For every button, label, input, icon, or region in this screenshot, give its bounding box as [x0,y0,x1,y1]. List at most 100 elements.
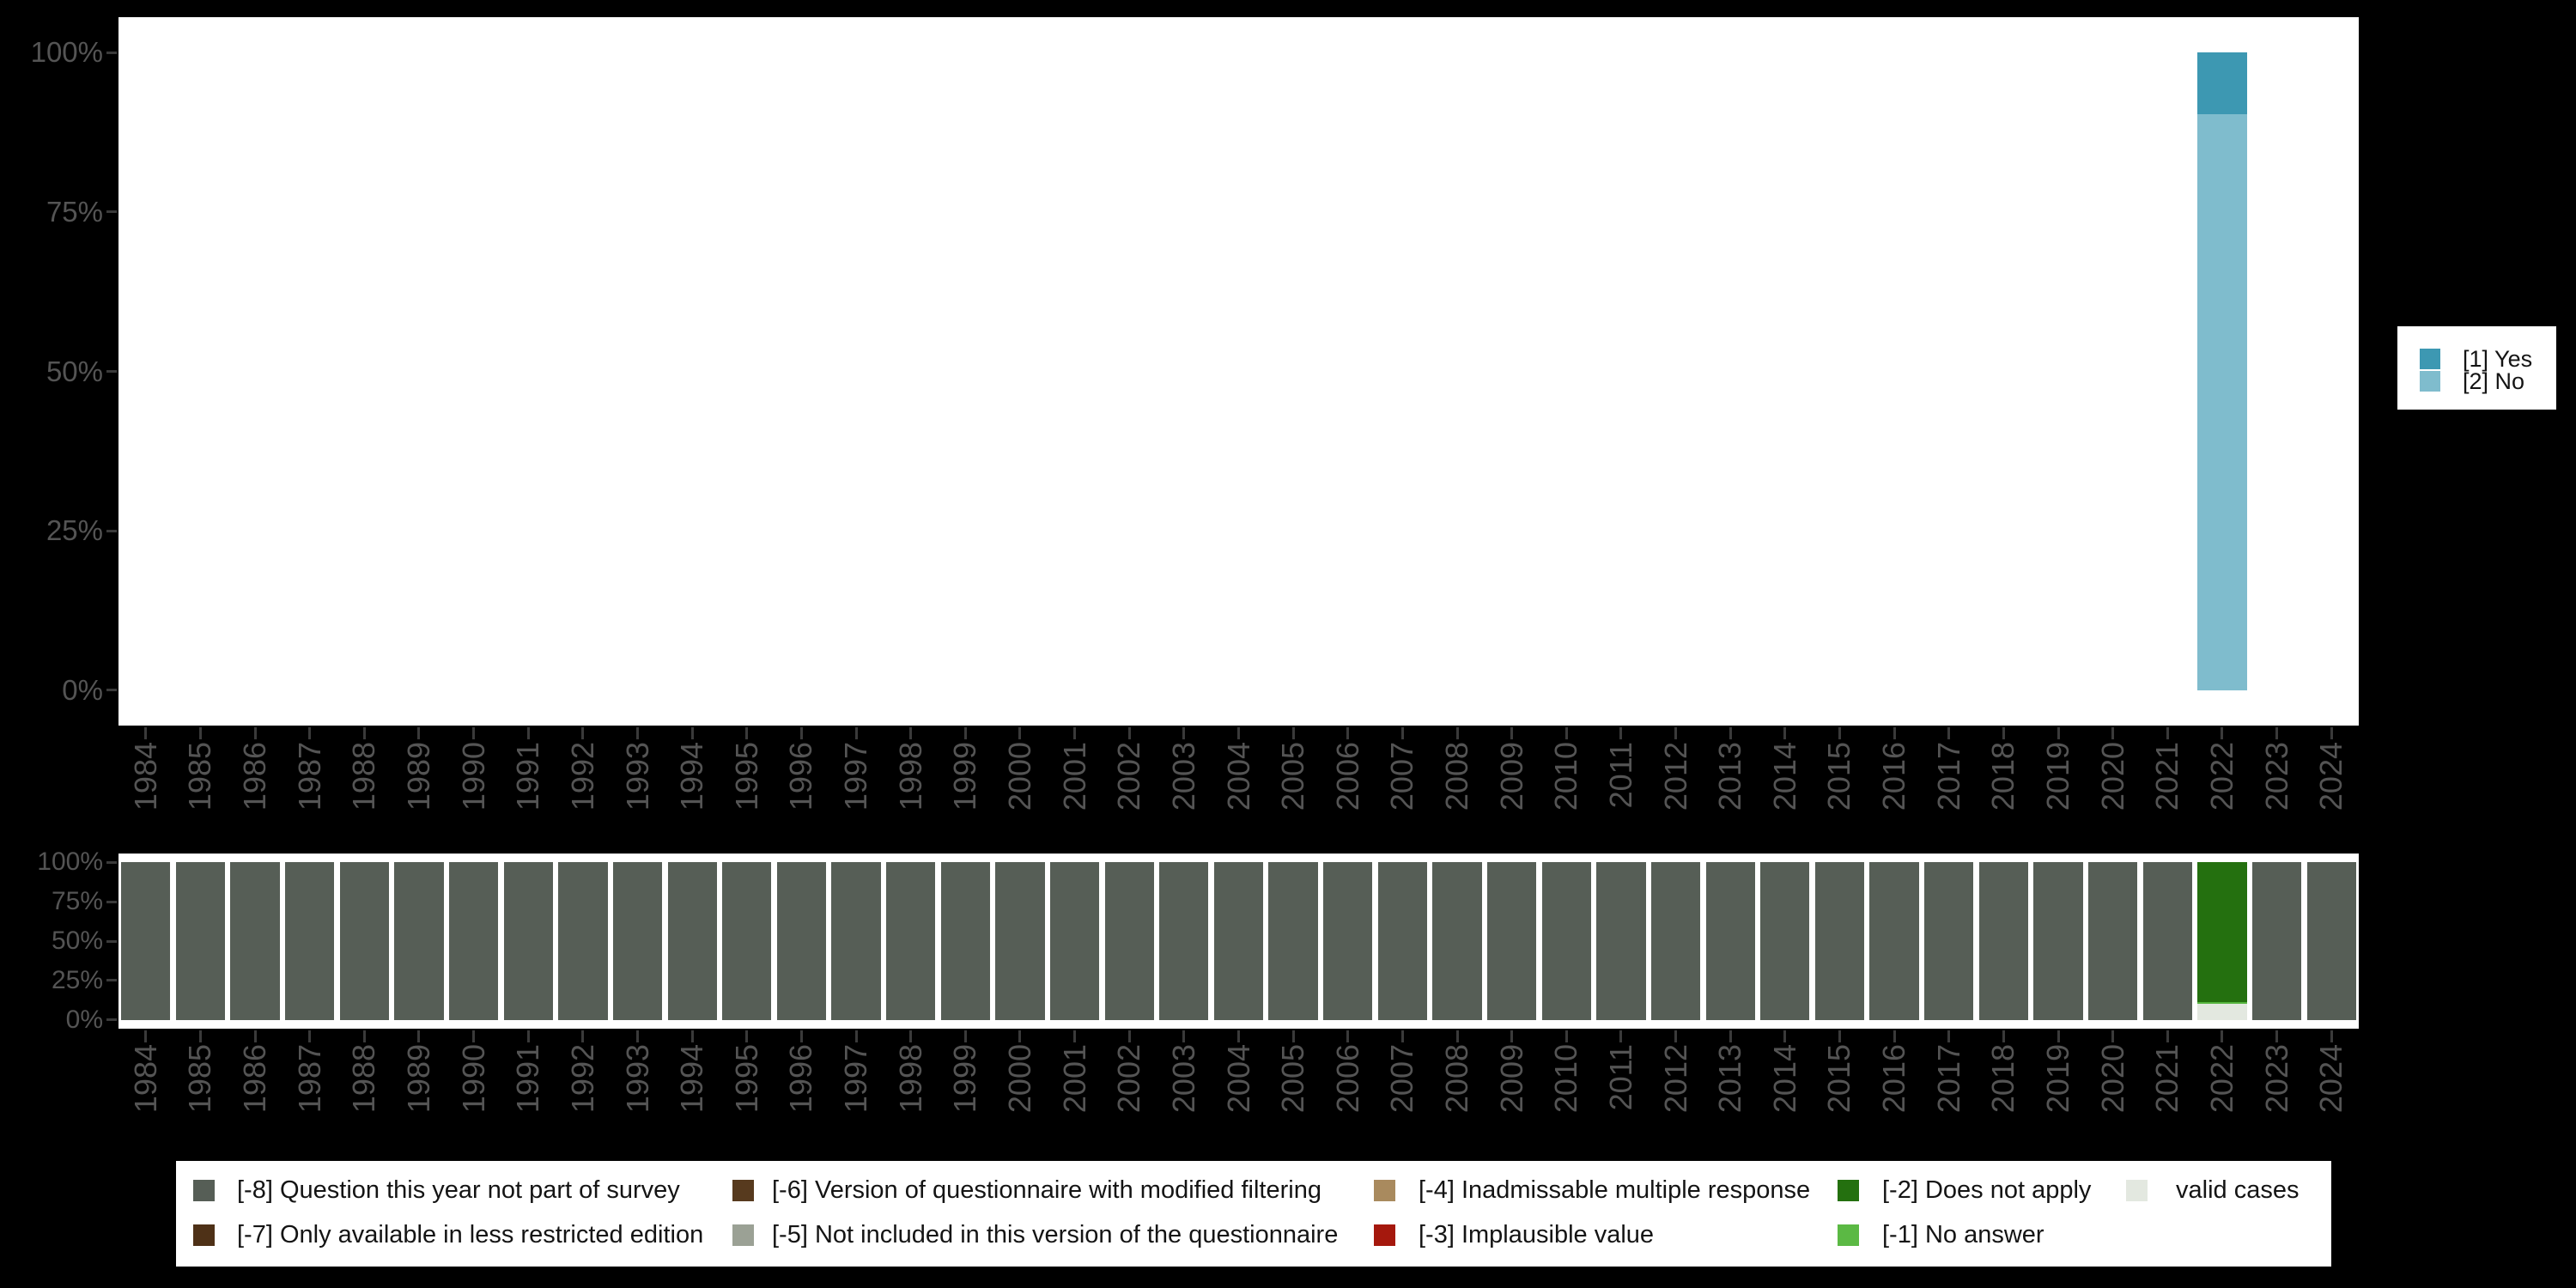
x-axis-tick [1783,727,1787,739]
bar-1995 [722,862,772,1020]
x-axis-tick [1510,727,1514,739]
x-axis-tick [253,727,257,739]
legend-swatch [1838,1224,1859,1246]
x-axis-label: 1987 [291,1044,327,1114]
x-axis-label: 2014 [1766,742,1802,811]
x-axis-label: 2002 [1111,742,1147,811]
y-axis-tick [106,1018,117,1022]
x-axis-label: 2008 [1439,742,1475,811]
legend-swatch [2126,1179,2148,1201]
y-axis-tick [106,51,117,54]
x-axis-tick [690,1030,694,1042]
x-axis-tick [2275,727,2279,739]
x-axis-tick [144,1030,148,1042]
bar-2021 [2142,862,2192,1020]
x-axis-tick [308,1030,312,1042]
x-axis-label: 2009 [1493,1044,1529,1114]
x-axis-label: 2024 [2313,1044,2349,1114]
x-axis-label: 2012 [1657,1044,1693,1114]
x-axis-tick [854,1030,858,1042]
x-axis-label: 2015 [1821,1044,1857,1114]
x-axis-tick [963,727,967,739]
x-axis-label: 1984 [127,742,163,811]
bar-1990 [448,862,499,1020]
x-axis-label: 1998 [892,742,928,811]
x-axis-tick [745,727,749,739]
legend-swatch [732,1224,754,1246]
x-axis-label: 2017 [1930,1044,1966,1114]
bar-segment [1869,862,1919,1020]
bar-segment [1377,862,1428,1020]
bar-1991 [503,862,553,1020]
bar-segment [831,862,881,1020]
bar-2007 [1377,862,1428,1020]
x-axis-tick [472,1030,476,1042]
legend-label: [-4] Inadmissable multiple response [1419,1176,1811,1204]
y-axis-label: 50% [51,927,103,955]
x-axis-tick [1346,1030,1350,1042]
legend-label: [1] Yes [2463,346,2533,372]
bar-1996 [776,862,827,1020]
x-axis-tick [1073,1030,1077,1042]
x-axis-label: 2015 [1821,742,1857,811]
bar-segment [1760,862,1810,1020]
x-axis-tick [417,727,421,739]
x-axis-label: 2000 [1001,1044,1037,1114]
bar-2017 [1924,862,1974,1020]
bar-1993 [612,862,663,1020]
x-axis-tick [1728,727,1732,739]
bar-segment [1213,862,1264,1020]
bar-segment [1049,862,1100,1020]
bar-segment [1159,862,1209,1020]
x-axis-tick [581,727,585,739]
legend-label: [-6] Version of questionnaire with modif… [772,1176,1321,1204]
bar-segment [722,862,772,1020]
x-axis-tick [1127,1030,1131,1042]
x-axis-tick [362,1030,366,1042]
x-axis-label: 2010 [1548,742,1584,811]
bar-segment [2197,52,2247,114]
legend-swatch [193,1179,215,1201]
x-axis-tick [198,1030,202,1042]
x-axis-tick [2166,1030,2169,1042]
x-axis-label: 2001 [1056,742,1092,811]
x-axis-label: 1991 [510,742,546,811]
bar-segment [2197,1004,2247,1020]
bar-1985 [175,862,226,1020]
x-axis-tick [1783,1030,1787,1042]
x-axis-tick [1291,727,1295,739]
x-axis-tick [2002,727,2005,739]
y-axis-label: 100% [30,36,103,69]
y-axis-tick [106,210,117,214]
bar-2002 [1104,862,1154,1020]
x-axis-label: 2005 [1275,1044,1311,1114]
x-axis-label: 2004 [1220,1044,1256,1114]
x-axis-tick [2002,1030,2005,1042]
bar-segment [2197,1002,2247,1005]
x-axis-label: 2007 [1384,1044,1420,1114]
x-axis-label: 2016 [1876,1044,1912,1114]
bar-segment [2251,862,2302,1020]
bar-segment [230,862,280,1020]
x-axis-tick [472,727,476,739]
x-axis-tick [1838,727,1841,739]
x-axis-label: 1998 [892,1044,928,1114]
bar-1999 [940,862,990,1020]
x-axis-tick [581,1030,585,1042]
x-axis-tick [1893,1030,1896,1042]
legend-swatch [193,1224,215,1246]
bar-2010 [1541,862,1591,1020]
x-axis-label: 2024 [2313,742,2349,811]
x-axis-label: 2020 [2094,742,2130,811]
missing-values-legend: [-8] Question this year not part of surv… [176,1161,2331,1267]
x-axis-label: 2012 [1657,742,1693,811]
x-axis-label: 2002 [1111,1044,1147,1114]
bar-segment [1541,862,1591,1020]
x-axis-label: 2021 [2149,1044,2185,1114]
x-axis-tick [1346,727,1350,739]
x-axis-tick [1400,727,1404,739]
x-axis-label: 2017 [1930,742,1966,811]
x-axis-label: 2006 [1329,742,1365,811]
bar-segment [121,862,171,1020]
legend-label: [-3] Implausible value [1419,1221,1655,1249]
